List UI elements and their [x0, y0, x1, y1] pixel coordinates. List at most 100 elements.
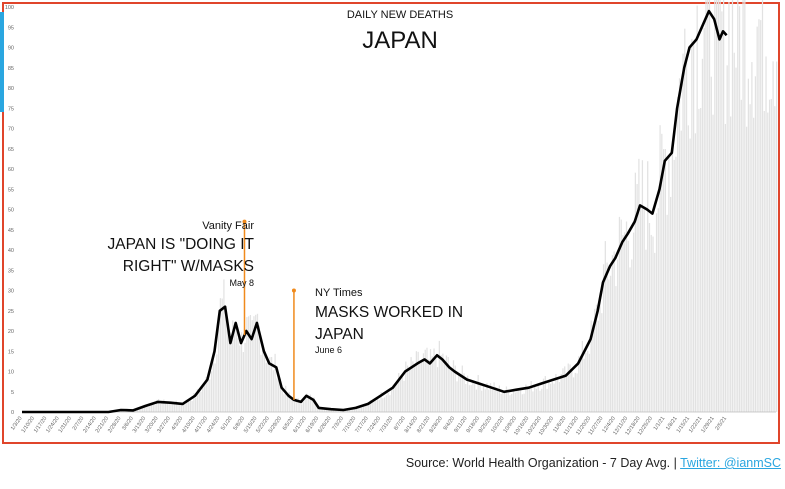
- daily-bar: [444, 363, 446, 412]
- daily-bar: [707, 0, 709, 413]
- daily-bar: [735, 67, 737, 412]
- daily-bar: [528, 386, 531, 412]
- twitter-link[interactable]: Twitter: @ianmSC: [680, 456, 781, 470]
- daily-bar: [466, 375, 469, 412]
- annotation-dot-ny-times: [291, 288, 296, 293]
- x-tick-label: 1/29/21: [700, 416, 715, 434]
- daily-bar: [166, 402, 169, 412]
- daily-bar: [761, 0, 764, 412]
- daily-bar: [527, 387, 529, 412]
- daily-bar: [392, 387, 395, 412]
- daily-bar: [497, 390, 499, 412]
- daily-bar: [659, 125, 661, 412]
- daily-bar: [760, 20, 762, 412]
- daily-bar: [714, 0, 716, 413]
- daily-bar: [447, 357, 449, 412]
- annotation-ny-times: NY Times MASKS WORKED IN JAPAN June 6: [291, 287, 463, 400]
- daily-bar: [534, 386, 536, 412]
- daily-bar: [765, 56, 767, 412]
- daily-bar: [293, 402, 296, 412]
- daily-bar: [650, 234, 652, 412]
- daily-bar: [412, 361, 414, 412]
- daily-bar: [728, 2, 730, 413]
- daily-bar: [327, 409, 329, 412]
- daily-bar: [578, 356, 580, 412]
- daily-bar: [286, 393, 289, 412]
- daily-bar: [641, 160, 644, 412]
- daily-bar: [539, 390, 541, 412]
- daily-bar: [657, 208, 659, 412]
- daily-bar: [500, 393, 502, 412]
- daily-bar: [136, 408, 139, 412]
- daily-bar: [671, 148, 674, 412]
- daily-bar: [142, 407, 144, 412]
- daily-bar: [631, 259, 633, 412]
- daily-bar: [422, 353, 425, 412]
- daily-bar: [187, 401, 190, 412]
- daily-bar: [322, 408, 324, 412]
- daily-bar: [514, 392, 516, 412]
- daily-bar: [295, 398, 297, 412]
- x-tick-label: 6/26/20: [317, 416, 332, 434]
- daily-bar: [281, 387, 283, 412]
- y-tick-label: 45: [8, 228, 14, 234]
- daily-bar: [535, 388, 538, 412]
- daily-bar: [205, 376, 207, 412]
- daily-bar: [143, 407, 146, 412]
- daily-bar: [604, 241, 606, 412]
- daily-bar: [518, 388, 520, 412]
- x-tick-label: 4/24/20: [206, 416, 221, 434]
- daily-bar: [248, 316, 250, 412]
- daily-bar: [297, 398, 299, 412]
- daily-bar: [693, 42, 695, 413]
- daily-bar: [387, 392, 389, 412]
- daily-bar: [428, 359, 430, 412]
- daily-bar: [306, 393, 308, 412]
- daily-bar: [742, 0, 744, 413]
- daily-bar: [362, 404, 365, 412]
- daily-bar: [198, 390, 200, 412]
- daily-bar: [632, 232, 635, 412]
- y-tick-label: 15: [8, 349, 14, 355]
- daily-bar: [737, 0, 739, 412]
- daily-bar: [408, 368, 410, 412]
- daily-bar: [590, 320, 592, 412]
- daily-bar: [212, 358, 214, 412]
- y-tick-label: 70: [8, 127, 14, 133]
- daily-bar: [696, 5, 698, 413]
- y-tick-label: 95: [8, 25, 14, 31]
- daily-bar: [173, 404, 176, 412]
- daily-bar: [449, 366, 451, 412]
- daily-bar: [461, 365, 463, 412]
- daily-bar: [401, 376, 403, 412]
- daily-bar: [652, 236, 654, 412]
- daily-bar: [263, 354, 266, 412]
- daily-bar: [177, 403, 179, 412]
- daily-bar: [348, 409, 350, 412]
- daily-bar: [763, 111, 765, 412]
- y-tick-label: 10: [8, 370, 14, 376]
- daily-bar: [249, 315, 252, 412]
- daily-bar: [292, 398, 294, 412]
- daily-bar: [571, 371, 573, 412]
- daily-bar: [426, 347, 428, 412]
- daily-bar: [756, 26, 758, 413]
- daily-bar: [246, 317, 248, 412]
- daily-bar: [452, 360, 455, 412]
- daily-bar: [375, 400, 377, 412]
- x-tick-label: 5/29/20: [268, 416, 283, 434]
- daily-bar: [655, 213, 658, 412]
- y-tick-label: 35: [8, 268, 14, 274]
- daily-bar: [433, 348, 435, 412]
- daily-bar: [186, 399, 188, 412]
- y-tick-label: 75: [8, 106, 14, 112]
- daily-bar: [640, 205, 642, 412]
- daily-bar: [454, 365, 456, 412]
- daily-bar: [468, 385, 470, 412]
- daily-bar: [772, 61, 774, 412]
- daily-bar: [436, 367, 439, 412]
- daily-bar: [555, 373, 557, 412]
- x-tick-label: 3/27/20: [157, 416, 172, 434]
- daily-bar: [357, 407, 359, 412]
- daily-bar: [451, 369, 453, 412]
